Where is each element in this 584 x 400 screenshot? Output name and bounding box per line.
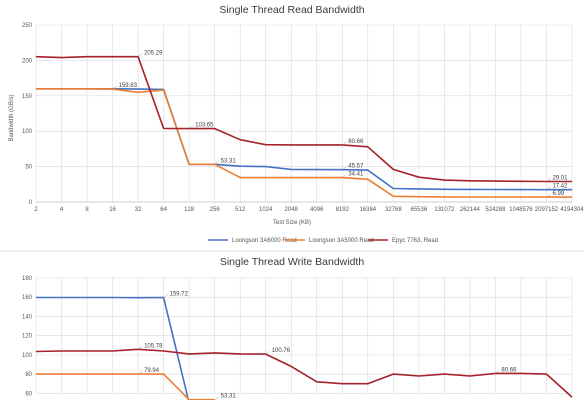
x-tick-label: 16: [109, 207, 116, 213]
x-tick-label: 131072: [434, 207, 455, 213]
series-line-2: [35, 348, 573, 398]
data-label-leader: [214, 161, 219, 165]
data-label: 80.66: [348, 139, 364, 145]
data-label: 53.31: [221, 158, 237, 164]
data-label: 53.31: [221, 394, 237, 400]
x-tick-label: 4194304: [560, 207, 584, 213]
x-tick-label: 1024: [259, 207, 273, 213]
y-tick-label: 100: [22, 353, 33, 359]
data-label-leader: [342, 166, 347, 170]
data-label-leader: [546, 178, 551, 182]
y-tick-label: 150: [22, 94, 33, 100]
y-tick-label: 200: [22, 58, 33, 64]
series-line-2: [35, 55, 572, 183]
data-label-leader: [495, 370, 500, 374]
x-tick-label: 2048: [285, 207, 299, 213]
data-label: 105.78: [144, 343, 163, 349]
series-line-1: [36, 88, 572, 198]
y-tick-label: 250: [22, 23, 33, 29]
data-label: 159.72: [170, 291, 189, 297]
legend-label: Loongson 3A6000 Read: [232, 238, 297, 244]
data-label-leader: [546, 186, 551, 190]
data-label: 205.29: [144, 51, 163, 57]
x-tick-label: 32: [135, 207, 142, 213]
x-tick-label: 4: [60, 207, 64, 213]
data-label-leader: [265, 350, 270, 355]
data-label-leader: [188, 125, 194, 129]
legend-label: Epyc 7763, Read: [392, 238, 438, 244]
x-tick-label: 64: [160, 207, 167, 213]
y-tick-label: 100: [22, 129, 33, 135]
y-tick-label: 120: [22, 334, 33, 340]
data-label-leader: [546, 193, 551, 198]
read-x-axis-label: Test Size (KB): [273, 220, 311, 226]
data-label: 100.76: [272, 348, 291, 354]
y-tick-label: 0: [29, 200, 33, 206]
x-tick-label: 1048576: [509, 207, 533, 213]
read-legend: Loongson 3A6000 Read Loongson 3A5000 Read…: [208, 238, 438, 244]
data-label: 79.94: [144, 368, 160, 374]
x-tick-label: 65536: [411, 207, 428, 213]
data-label-leader: [342, 174, 347, 178]
x-tick-label: 32768: [385, 207, 402, 213]
x-tick-label: 16384: [359, 207, 376, 213]
data-label: 6.99: [552, 191, 564, 197]
read-chart-title: Single Thread Read Bandwidth: [219, 4, 364, 16]
x-tick-label: 2097152: [535, 207, 559, 213]
data-label-leader: [214, 396, 219, 400]
x-tick-label: 8192: [336, 207, 350, 213]
data-label: 45.57: [348, 164, 364, 170]
y-tick-label: 160: [22, 295, 33, 301]
y-tick-label: 50: [25, 165, 32, 171]
series-line-1: [36, 373, 215, 400]
data-label-leader: [137, 370, 143, 375]
data-label: 29.01: [552, 175, 568, 181]
read-y-axis-label: Bandwidth (GB/s): [9, 94, 15, 141]
data-label: 34.41: [348, 172, 364, 178]
data-label: 17.42: [552, 184, 568, 190]
y-tick-label: 180: [22, 276, 33, 282]
data-label-leader: [137, 346, 143, 350]
x-tick-label: 4096: [310, 207, 324, 213]
data-label: 159.83: [119, 83, 138, 89]
write-chart-title: Single Thread Write Bandwidth: [220, 256, 365, 268]
legend-label: Loongson 3A5000 Read: [309, 238, 374, 244]
y-tick-label: 80: [25, 372, 32, 378]
data-label: 103.65: [195, 123, 214, 129]
x-tick-label: 128: [184, 207, 195, 213]
write-plot-area: 60 80 100 120 140 160 180 159.72 105.78 100.76 79.…: [22, 276, 573, 400]
data-label-leader: [342, 141, 347, 146]
x-tick-label: 262144: [460, 207, 481, 213]
data-label: 80.66: [501, 367, 517, 373]
x-tick-label: 8: [85, 207, 89, 213]
x-tick-label: 2: [34, 207, 38, 213]
y-tick-label: 60: [25, 391, 32, 397]
x-tick-label: 524288: [485, 207, 506, 213]
x-tick-label: 256: [210, 207, 221, 213]
x-tick-label: 512: [235, 207, 246, 213]
write-bandwidth-chart: Single Thread Write Bandwidth 60 80 100 120…: [22, 256, 573, 400]
series-line-0: [36, 296, 190, 400]
data-label-leader: [112, 85, 117, 90]
read-plot-area: 0 50 100 150 200 250 2 4 8 16 32 64 128 256 512 1024 204…: [22, 23, 584, 213]
read-bandwidth-chart: Single Thread Read Bandwidth Bandwidth (…: [9, 4, 584, 244]
series-line-0: [36, 88, 572, 191]
y-tick-label: 140: [22, 314, 33, 320]
data-label-leader: [163, 294, 168, 298]
data-label-leader: [137, 53, 143, 57]
